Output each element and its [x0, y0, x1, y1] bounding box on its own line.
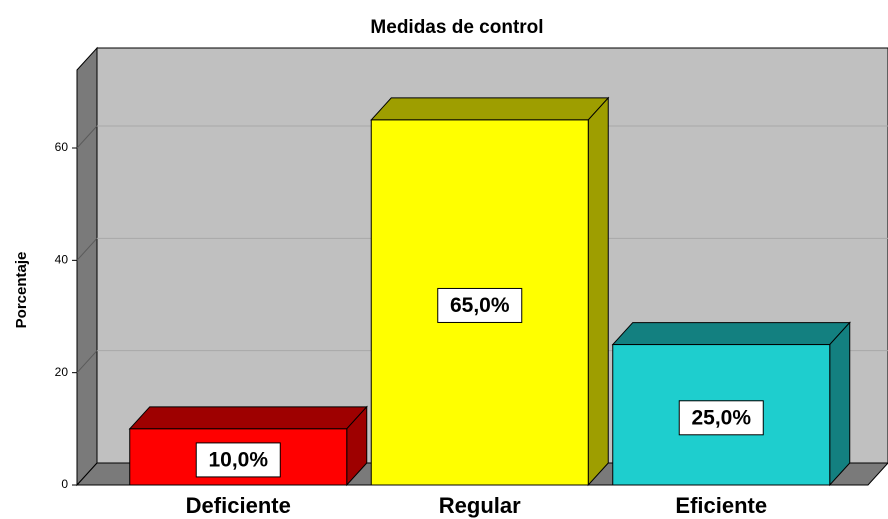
y-axis-label: Porcentaje — [13, 252, 30, 329]
value-label-box — [195, 442, 281, 478]
x-tick-label: Deficiente — [186, 493, 291, 518]
y-tick-label: 60 — [55, 140, 69, 154]
bar-side — [829, 321, 851, 487]
grid-line — [76, 237, 98, 261]
bar-top — [370, 97, 610, 121]
y-tick-label: 40 — [55, 253, 69, 267]
y-tick-label: 20 — [55, 365, 69, 379]
grid-line — [76, 350, 98, 374]
value-label: 25,0% — [691, 406, 751, 429]
value-label-box — [678, 400, 764, 436]
value-label: 65,0% — [450, 294, 510, 317]
chart-title: Medidas de control — [370, 17, 543, 38]
x-tick-label: Eficiente — [675, 493, 767, 518]
y-tick-label: 0 — [61, 477, 68, 491]
x-tick-label: Regular — [439, 493, 521, 518]
bar-side — [587, 96, 609, 487]
bar-top — [128, 406, 368, 430]
value-label-box — [437, 287, 523, 323]
value-label: 10,0% — [208, 448, 268, 471]
side-wall — [76, 46, 98, 487]
grid-line — [76, 125, 98, 149]
bar-top — [611, 322, 851, 346]
